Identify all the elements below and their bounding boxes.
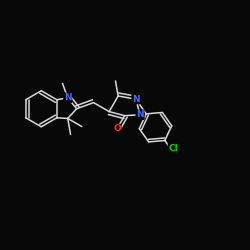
Text: O: O xyxy=(113,124,121,134)
Text: N: N xyxy=(64,93,72,102)
Text: N: N xyxy=(132,95,140,104)
Text: Cl: Cl xyxy=(168,144,178,153)
Text: N: N xyxy=(136,110,144,119)
